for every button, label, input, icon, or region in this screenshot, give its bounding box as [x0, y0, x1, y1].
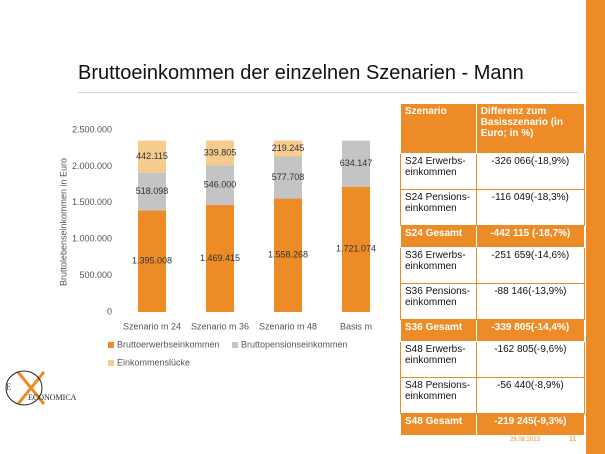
table-cell: S24 Pensions-einkommen [400, 189, 477, 226]
table-cell: S48 Erwerbs-einkommen [400, 341, 477, 378]
table-cell: -116 049(-18,3%) [475, 189, 586, 226]
table-cell: S36 Gesamt [400, 319, 477, 342]
bar-segment [206, 140, 234, 166]
bar-segment [274, 156, 302, 199]
value-label: 518.098 [136, 186, 169, 196]
table-cell: S48 Pensions-einkommen [400, 377, 477, 414]
table: Szenario Differenz zum Basisszenario (in … [400, 103, 586, 436]
value-label: 546.000 [204, 180, 237, 190]
value-label: 1.469.415 [200, 253, 240, 263]
value-label: 1.558.268 [268, 250, 308, 260]
legend-swatch [108, 360, 114, 366]
table-header: Szenario Differenz zum Basisszenario (in … [400, 103, 586, 154]
y-tick-label: 0 [107, 306, 112, 316]
value-label: 1.395.008 [132, 256, 172, 266]
table-row: S24 Pensions-einkommen -116 049(-18,3%) [400, 189, 586, 226]
bar-segment [342, 140, 370, 187]
svg-text:E: E [6, 382, 12, 392]
table-row: S36 Erwerbs-einkommen -251 659(-14,6%) [400, 247, 586, 284]
value-label: 339.805 [204, 147, 237, 157]
table-cell: S24 Gesamt [400, 225, 477, 248]
legend-swatch [108, 342, 114, 348]
legend-label: Einkommenslücke [117, 357, 190, 367]
footer-date: 28.08.2023 [510, 437, 541, 443]
y-tick-label: 1.500.000 [72, 197, 112, 207]
table-cell: S36 Pensions-einkommen [400, 283, 477, 320]
header-cell: Szenario [400, 103, 477, 154]
value-label: 577.708 [272, 172, 305, 182]
table-cell: -251 659(-14,6%) [475, 247, 586, 284]
table-cell: -219 245(-9,3%) [475, 413, 586, 436]
table-row: S36 Gesamt -339 805(-14,4%) [400, 319, 586, 342]
table-cell: -442 115 (-18,7%) [475, 225, 586, 248]
logo-mark: E [5, 370, 46, 406]
side-strip [586, 0, 605, 454]
y-tick-label: 2.500.000 [72, 124, 112, 134]
page-number: 11 [569, 436, 577, 443]
table-row: S24 Erwerbs-einkommen -326 066(-18,9%) [400, 153, 586, 190]
table-cell: -339 805(-14,4%) [475, 319, 586, 342]
header-cell: Differenz zum Basisszenario (in Euro; in… [475, 103, 586, 154]
legend-label: Bruttoerwerbseinkommen [117, 339, 220, 349]
x-tick-label: Szenario m 48 [259, 321, 317, 331]
legend-label: Bruttopensionseinkommen [241, 339, 348, 349]
table-cell: S48 Gesamt [400, 413, 477, 436]
y-tick-label: 2.000.000 [72, 161, 112, 171]
bar-segment [138, 172, 166, 211]
value-label: 219.245 [272, 143, 305, 153]
table-cell: S36 Erwerbs-einkommen [400, 247, 477, 284]
bar-segment [274, 198, 302, 312]
table-row: S24 Gesamt -442 115 (-18,7%) [400, 225, 586, 248]
x-tick-label: Basis m [340, 321, 372, 331]
x-tick-label: Szenario m 36 [191, 321, 249, 331]
table-body: S24 Erwerbs-einkommen -326 066(-18,9%) S24… [400, 153, 586, 436]
bar-segment [206, 165, 234, 206]
logo-text: ECONOMICA [28, 393, 77, 402]
table-cell: -56 440(-8,9%) [475, 377, 586, 414]
bar-segment [274, 140, 302, 157]
table-cell: S24 Erwerbs-einkommen [400, 153, 477, 190]
y-axis-title: Bruttolebenseinkommen in Euro [58, 158, 68, 286]
table-cell: -326 066(-18,9%) [475, 153, 586, 190]
bar-segment [138, 140, 166, 173]
bar-segment [138, 210, 166, 312]
title-rule [78, 92, 578, 93]
value-label: 442.115 [136, 151, 168, 161]
bar-segment [206, 205, 234, 312]
value-label: 1.721.074 [336, 244, 376, 254]
y-tick-label: 1.000.000 [72, 234, 112, 244]
table-cell: -88 146(-13,9%) [475, 283, 586, 320]
table-row: S48 Gesamt -219 245(-9,3%) [400, 413, 586, 436]
value-label: 634.147 [340, 158, 373, 168]
table-row: S48 Pensions-einkommen -56 440(-8,9%) [400, 377, 586, 414]
x-tick-label: Szenario m 24 [123, 321, 181, 331]
legend-swatch [232, 342, 238, 348]
table-cell: -162 805(-9,6%) [475, 341, 586, 378]
chart: Bruttolebenseinkommen in Euro 0 500.000 1.… [58, 124, 376, 367]
slide-title: Bruttoeinkommen der einzelnen Szenarien … [78, 62, 524, 84]
bar-segment [342, 186, 370, 312]
table-row: S48 Erwerbs-einkommen -162 805(-9,6%) [400, 341, 586, 378]
table-row: S36 Pensions-einkommen -88 146(-13,9%) [400, 283, 586, 320]
y-tick-label: 500.000 [79, 270, 112, 280]
